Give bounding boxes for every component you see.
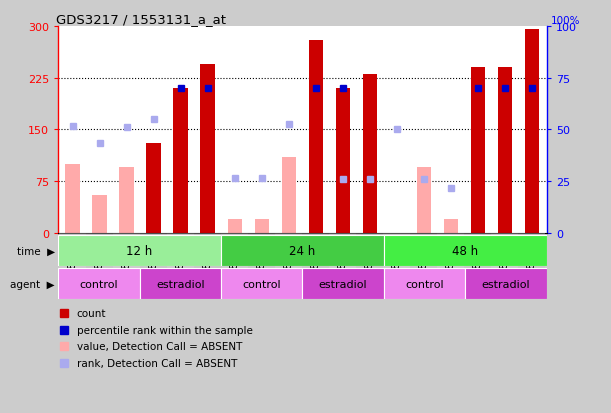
Text: GSM286764: GSM286764	[284, 236, 294, 295]
Bar	[384, 235, 547, 266]
Bar	[411, 233, 437, 287]
Bar	[302, 233, 329, 287]
Bar	[167, 233, 194, 287]
Bar	[417, 168, 431, 233]
Text: rank, Detection Call = ABSENT: rank, Detection Call = ABSENT	[76, 358, 237, 368]
Text: control: control	[243, 279, 281, 289]
Bar	[497, 68, 513, 233]
Text: GDS3217 / 1553131_a_at: GDS3217 / 1553131_a_at	[56, 13, 225, 26]
Text: GSM286756: GSM286756	[68, 236, 78, 295]
Text: GSM286760: GSM286760	[176, 236, 186, 295]
Text: GSM286765: GSM286765	[311, 236, 321, 295]
Text: time  ▶: time ▶	[17, 246, 55, 256]
Bar	[309, 40, 323, 233]
Bar	[466, 268, 547, 299]
Bar	[92, 195, 108, 233]
Text: estradiol: estradiol	[319, 279, 367, 289]
Bar	[221, 268, 302, 299]
Bar	[282, 158, 296, 233]
Bar	[174, 89, 188, 233]
Text: GSM286759: GSM286759	[149, 236, 159, 295]
Text: GSM286762: GSM286762	[230, 236, 240, 295]
Text: GSM286763: GSM286763	[257, 236, 267, 295]
Bar	[59, 233, 86, 287]
Bar	[470, 68, 485, 233]
Text: count: count	[76, 309, 106, 318]
Bar	[302, 268, 384, 299]
Bar	[58, 235, 221, 266]
Bar	[437, 233, 464, 287]
Text: GSM286757: GSM286757	[95, 236, 105, 295]
Text: value, Detection Call = ABSENT: value, Detection Call = ABSENT	[76, 342, 242, 351]
Bar	[194, 233, 221, 287]
Text: agent  ▶: agent ▶	[10, 279, 55, 289]
Text: 100%: 100%	[551, 15, 580, 26]
Bar	[464, 233, 491, 287]
Bar	[139, 268, 221, 299]
Text: GSM286772: GSM286772	[500, 236, 510, 295]
Bar	[249, 233, 276, 287]
Bar	[221, 233, 249, 287]
Bar	[221, 235, 384, 266]
Bar	[525, 30, 540, 233]
Text: 12 h: 12 h	[126, 244, 153, 257]
Bar	[491, 233, 519, 287]
Text: GSM286770: GSM286770	[446, 236, 456, 295]
Bar	[362, 75, 378, 233]
Bar	[65, 164, 80, 233]
Bar	[255, 220, 269, 233]
Text: GSM286767: GSM286767	[365, 236, 375, 295]
Text: GSM286758: GSM286758	[122, 236, 132, 295]
Bar	[114, 233, 141, 287]
Text: control: control	[405, 279, 444, 289]
Text: 48 h: 48 h	[452, 244, 478, 257]
Text: GSM286769: GSM286769	[419, 236, 429, 295]
Bar	[120, 168, 134, 233]
Text: GSM286761: GSM286761	[203, 236, 213, 295]
Bar	[444, 220, 458, 233]
Text: GSM286773: GSM286773	[527, 236, 537, 295]
Text: percentile rank within the sample: percentile rank within the sample	[76, 325, 252, 335]
Text: control: control	[79, 279, 118, 289]
Bar	[147, 144, 161, 233]
Text: GSM286766: GSM286766	[338, 236, 348, 295]
Bar	[384, 268, 466, 299]
Text: GSM286768: GSM286768	[392, 236, 402, 295]
Bar	[329, 233, 356, 287]
Text: estradiol: estradiol	[482, 279, 530, 289]
Bar	[58, 268, 139, 299]
Text: estradiol: estradiol	[156, 279, 205, 289]
Text: 24 h: 24 h	[290, 244, 315, 257]
Bar	[276, 233, 302, 287]
Bar	[86, 233, 114, 287]
Bar	[227, 220, 243, 233]
Bar	[141, 233, 167, 287]
Text: GSM286771: GSM286771	[473, 236, 483, 295]
Bar	[384, 233, 411, 287]
Bar	[519, 233, 546, 287]
Bar	[356, 233, 384, 287]
Bar	[335, 89, 350, 233]
Bar	[200, 65, 215, 233]
